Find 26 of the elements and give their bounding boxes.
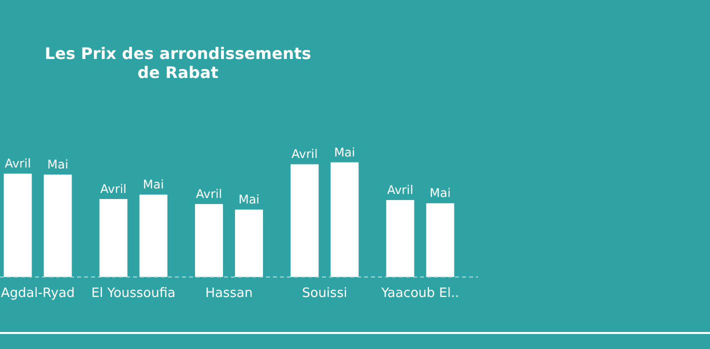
bar <box>44 174 72 277</box>
text: Avril <box>100 182 127 196</box>
x-tick-label: Souissi <box>302 286 348 301</box>
series-label: Mai <box>47 158 68 172</box>
bar <box>330 162 359 277</box>
text: Mai <box>238 192 260 207</box>
x-tick-label: Yaacoub El.. <box>380 286 460 301</box>
bar <box>4 174 32 277</box>
bar <box>195 204 223 277</box>
text: Mai <box>142 178 164 192</box>
series-label: Avril <box>4 156 31 171</box>
bar <box>426 203 454 277</box>
x-tick-label: Agdal-Ryad <box>0 286 75 301</box>
text: Avril <box>387 183 414 198</box>
bar <box>386 200 414 277</box>
text: Avril <box>291 147 318 162</box>
bar <box>290 164 319 277</box>
text: Avril <box>196 187 222 202</box>
bar <box>99 199 128 277</box>
x-tick-label: Hassan <box>205 286 253 301</box>
bar <box>235 210 263 277</box>
x-tick-label: El Youssoufia <box>91 286 176 301</box>
text: Mai <box>430 186 451 200</box>
bar <box>139 194 168 277</box>
chart-title: Les Prix des arrondissements de Rabat <box>44 44 312 82</box>
text: Mai <box>334 145 356 160</box>
